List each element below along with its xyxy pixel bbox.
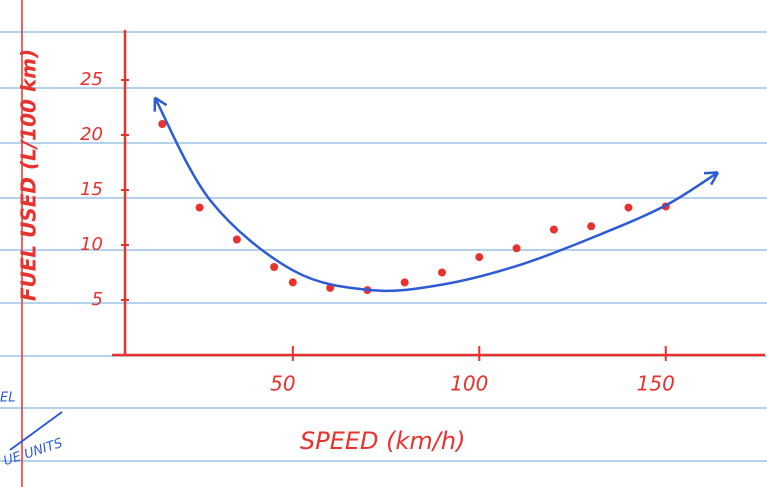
x-tick-label: 50 [270, 372, 295, 396]
annotation: UE UNITS [2, 436, 65, 469]
y-axis-label: FUEL USED (L/100 km) [17, 49, 41, 301]
point [438, 269, 446, 277]
annotation: EL [0, 391, 15, 406]
point [401, 278, 409, 286]
y-tick-label: 5 [92, 289, 103, 310]
x-tick-label: 150 [637, 372, 675, 396]
y-tick-label: 25 [80, 69, 103, 90]
point [475, 253, 483, 261]
point [624, 204, 632, 212]
y-tick-label: 20 [80, 124, 103, 145]
x-axis-label: SPEED (km/h) [300, 427, 465, 455]
point [587, 222, 595, 230]
x-tick-label: 100 [450, 372, 488, 396]
point [196, 204, 204, 212]
point [513, 244, 521, 252]
point [233, 236, 241, 244]
chart: SPEED (km/h) FUEL USED (L/100 km) EL UE … [0, 0, 767, 487]
arrow-head [704, 172, 718, 173]
point [270, 263, 278, 271]
y-tick-label: 15 [80, 179, 103, 200]
point [289, 278, 297, 286]
paper [0, 0, 767, 487]
point [550, 226, 558, 234]
y-tick-label: 10 [80, 234, 103, 255]
trend-line [155, 98, 718, 291]
